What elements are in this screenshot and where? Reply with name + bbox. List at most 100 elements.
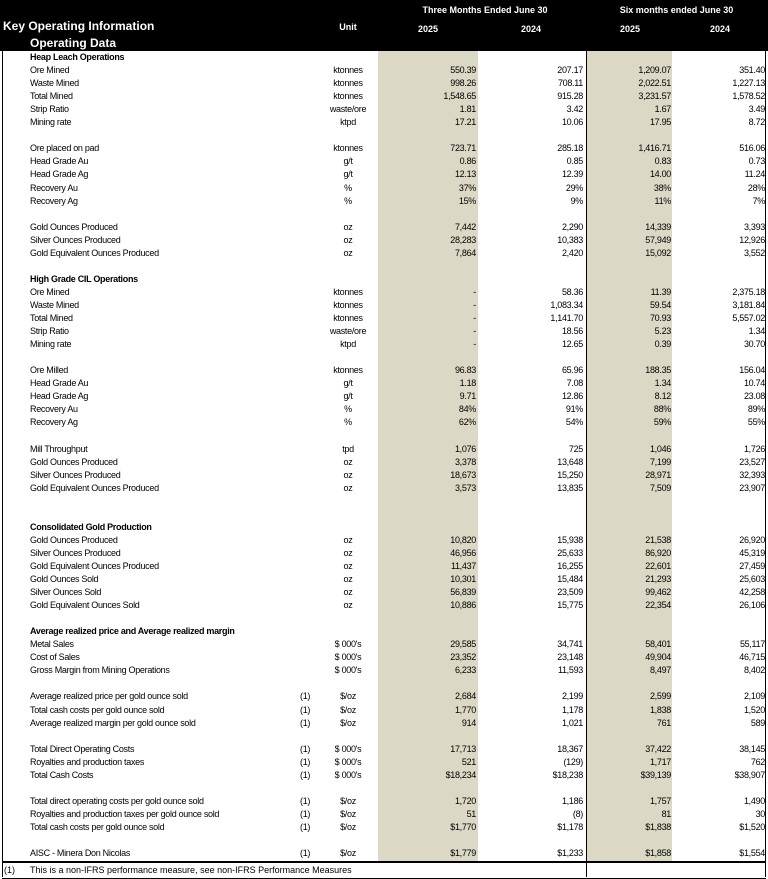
row-label: Gold Ounces Sold: [30, 574, 99, 584]
table-row: Recovery Ag% 15% 9% 11% 7%: [0, 195, 768, 208]
table-row: Mining rate ktpd - 12.65 0.39 30.70: [0, 338, 768, 351]
value-q-2024: 2,199: [561, 691, 583, 702]
value-h-2025: 70.93: [649, 313, 671, 323]
value-q-2025: -: [473, 326, 476, 337]
row-unit: oz: [343, 560, 353, 571]
value-q-2024: 18.56: [561, 326, 583, 337]
value-q-2024: 15,250: [557, 469, 583, 480]
value-h-2025: 2,599: [649, 691, 671, 702]
table-row: Metal Sales $ 000's 29,585 34,741 58,401 55,1…: [0, 638, 768, 651]
row-unit: $ 000's: [334, 652, 362, 663]
value-h-2024: 23.08: [743, 391, 765, 402]
value-q-2025: 17,713: [450, 743, 476, 754]
value-h-2025: 21,538: [645, 534, 671, 545]
value-q-2024: 10.06: [561, 117, 583, 128]
value-q-2024: 34,741: [557, 639, 583, 650]
table-row: Gold Equivalent Ounces Produced oz 11,437 1…: [0, 560, 768, 573]
row-unit: ktonnes: [333, 65, 363, 76]
value-q-2025: 914: [461, 717, 476, 728]
value-h-2025: 59%: [653, 417, 671, 428]
value-h-2024: 26,920: [739, 534, 765, 545]
value-h-2024: 10.74: [743, 378, 765, 389]
footnote-ref: (1): [300, 717, 311, 728]
row-unit: g/t: [343, 391, 353, 402]
value-q-2025: 2,684: [454, 691, 476, 702]
table-row: Head Grade Au g/t 0.86 0.85 0.83 0.73: [0, 155, 768, 168]
value-h-2024: 45,319: [739, 547, 765, 558]
value-q-2024: $1,233: [557, 848, 583, 859]
value-q-2024: 1,083.34: [550, 299, 583, 310]
row-unit: oz: [343, 247, 353, 258]
spacer-row: [0, 612, 768, 625]
value-q-2025: 3,378: [454, 456, 476, 467]
value-h-2025: 1,717: [649, 756, 671, 767]
value-h-2024: 3,552: [743, 247, 765, 258]
value-q-2025: 1,548.65: [443, 91, 476, 102]
table-row: Ore Milled ktonnes 96.83 65.96 188.35 156.04: [0, 364, 768, 377]
row-label: Total cash costs per gold ounce sold: [30, 704, 165, 715]
value-h-2025: 0.39: [654, 339, 672, 350]
value-q-2025: 18,673: [450, 469, 476, 480]
shaded-column-q-2025: [378, 51, 478, 861]
row-unit: ktonnes: [333, 313, 363, 323]
value-h-2024: 0.73: [748, 156, 766, 167]
table-row: Gold Equivalent Ounces Sold oz 10,886 15,77…: [0, 599, 768, 612]
section-heading: Average realized price and Average reali…: [30, 626, 235, 637]
row-label: Silver Ounces Produced: [30, 547, 121, 558]
value-q-2024: 12.86: [561, 391, 583, 402]
row-label: Silver Ounces Sold: [30, 587, 102, 598]
value-h-2025: 5.23: [654, 326, 672, 337]
value-q-2025: 6,233: [454, 665, 476, 676]
spacer-row: [0, 677, 768, 690]
value-q-2024: $18,238: [552, 769, 584, 780]
row-unit: %: [344, 417, 352, 428]
value-h-2024: 23,527: [739, 456, 765, 467]
table-row: Strip Ratio waste/ore 1.81 3.42 1.67 3.49: [0, 103, 768, 116]
row-label: Silver Ounces Produced: [30, 234, 121, 245]
value-h-2025: 59.54: [649, 299, 671, 310]
spacer-row: [0, 782, 768, 795]
value-h-2024: 8,402: [743, 665, 765, 676]
value-h-2025: 1,416.71: [638, 143, 671, 154]
row-label: Recovery Au: [30, 404, 78, 415]
value-h-2025: 1.67: [654, 104, 672, 115]
row-label: Ore placed on pad: [30, 143, 99, 154]
value-q-2025: 37%: [458, 182, 476, 193]
value-q-2025: 10,820: [450, 534, 476, 545]
row-unit: ktpd: [340, 339, 356, 350]
value-h-2024: 46,715: [739, 652, 765, 663]
value-q-2024: 1,021: [561, 717, 583, 728]
value-h-2024: $1,554: [739, 848, 765, 859]
value-h-2024: $1,520: [739, 821, 765, 832]
spacer-row: [0, 129, 768, 142]
value-h-2024: 25,603: [739, 574, 765, 584]
value-h-2024: 7%: [752, 195, 766, 206]
value-q-2025: 17.21: [454, 117, 476, 128]
row-unit: $ 000's: [334, 743, 362, 754]
value-h-2025: 1,046: [649, 443, 671, 454]
value-h-2024: 1,490: [743, 795, 765, 806]
table-row: Recovery Au% 37% 29% 38% 28%: [0, 182, 768, 195]
table-row: Total direct operating costs per gold ou…: [0, 795, 768, 808]
value-q-2025: 9.71: [459, 391, 477, 402]
spacer-row: [0, 495, 768, 508]
row-unit: g/t: [343, 378, 353, 389]
table-row: Recovery Au% 84% 91% 88% 89%: [0, 403, 768, 416]
value-q-2024: 12.65: [561, 339, 583, 350]
table-row: Ore placed on pad ktonnes 723.71 285.18 1,41…: [0, 142, 768, 155]
row-label: Cost of Sales: [30, 652, 80, 663]
value-h-2025: 1,757: [649, 795, 671, 806]
footnote-ref: (1): [300, 848, 311, 859]
table-title: Key Operating Information: [3, 19, 155, 33]
table-row: Gold Equivalent Ounces Produced oz 7,864 2,…: [0, 247, 768, 260]
value-h-2025: 1,838: [649, 704, 671, 715]
value-h-2025: 761: [656, 717, 671, 728]
row-unit: waste/ore: [329, 104, 367, 115]
row-label: Average realized margin per gold ounce s…: [30, 717, 196, 728]
row-unit: $/oz: [340, 717, 356, 728]
row-unit: $ 000's: [334, 639, 362, 650]
spacer-row: [0, 208, 768, 221]
value-h-2024: 11.24: [744, 169, 766, 180]
value-h-2025: 86,920: [645, 547, 671, 558]
value-h-2025: 37,422: [645, 743, 671, 754]
